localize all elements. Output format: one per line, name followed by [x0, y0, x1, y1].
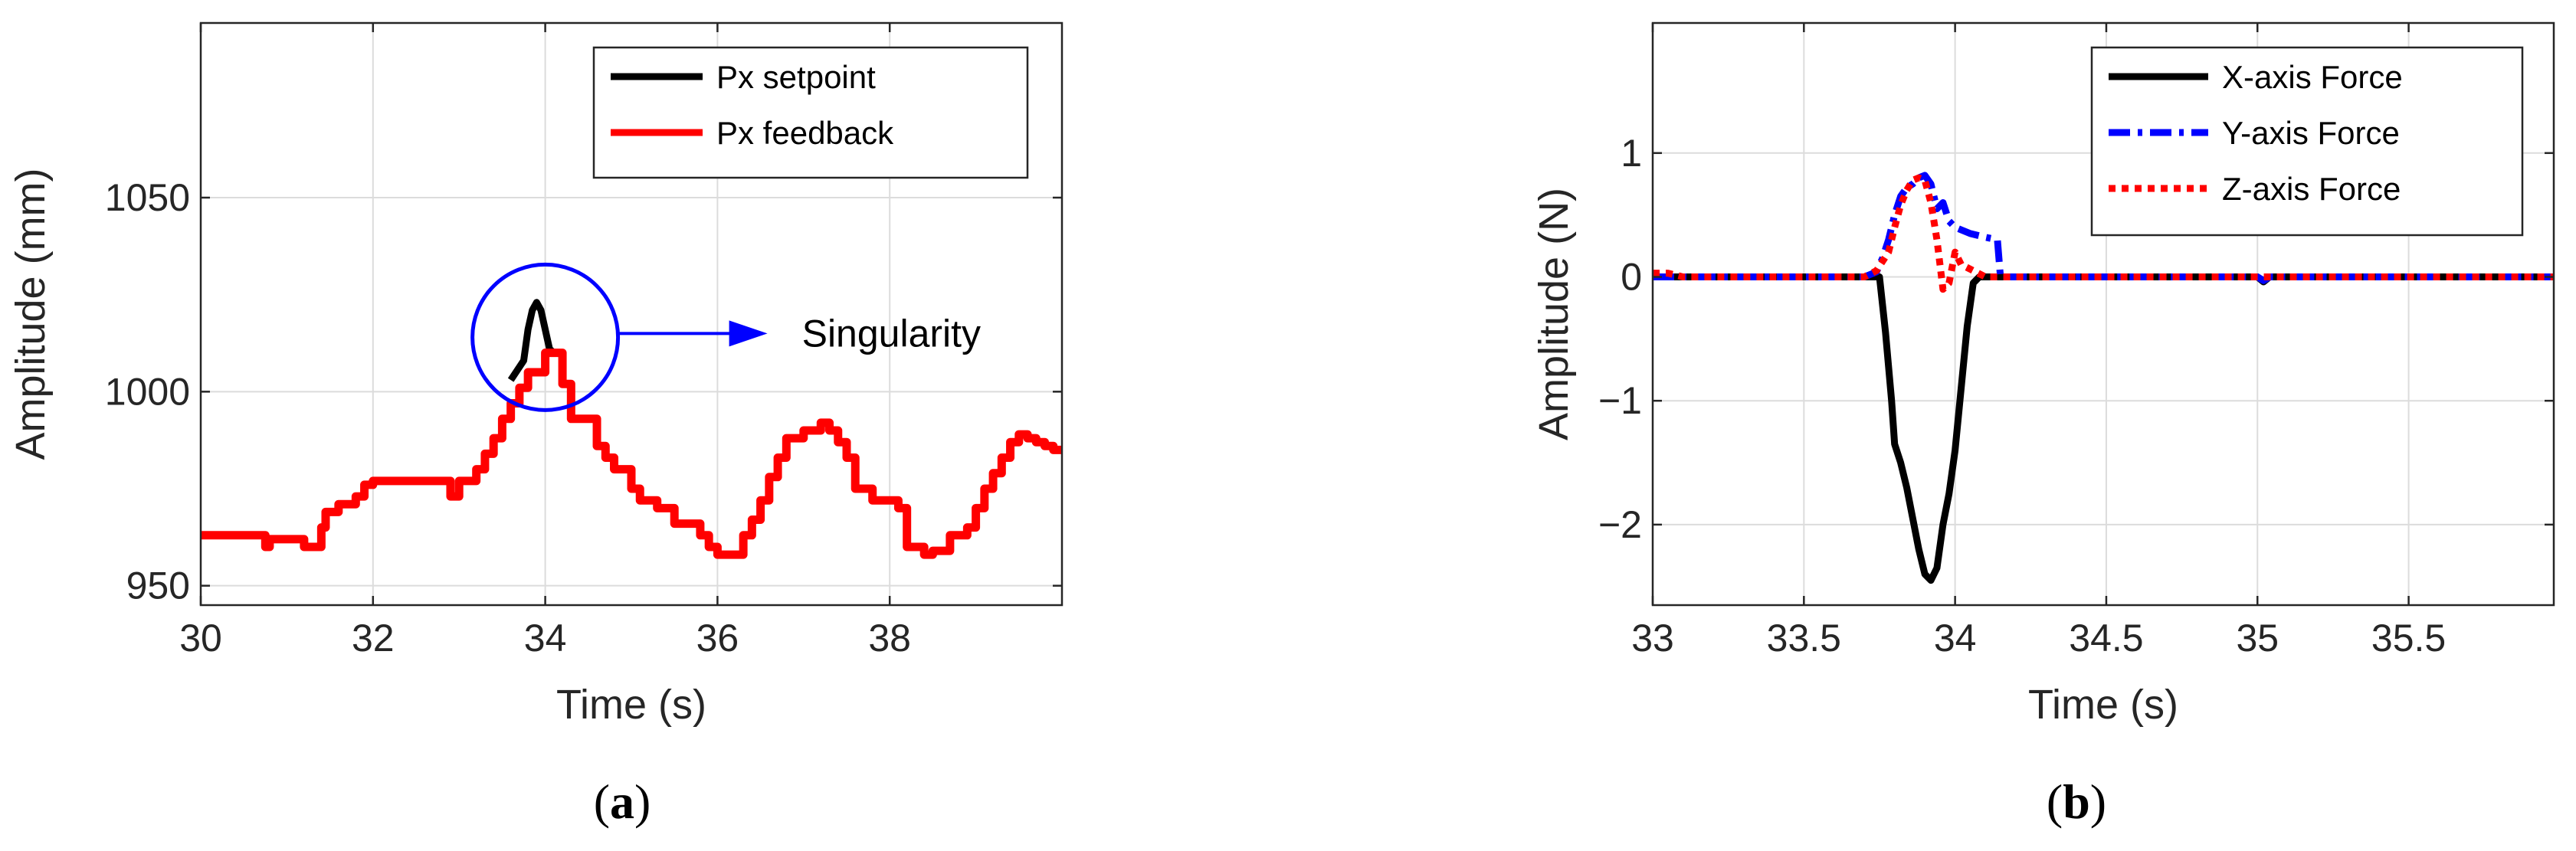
legend-label: Px setpoint: [716, 59, 876, 95]
panel-b-chart: 33 33.5 34 34.5 35 35.5 −2 −1 0 1 Time (s) Amplitud…: [1531, 21, 2555, 728]
x-axis-label: Time (s): [556, 682, 706, 728]
y-axis-label: Amplitude (mm): [8, 168, 54, 460]
series-line-px-feedback: [201, 349, 1062, 559]
y-tick-label: 950: [126, 565, 190, 607]
x-tick-label: 36: [696, 617, 739, 660]
y-tick-label: −1: [1598, 379, 1642, 422]
legend-label: Px feedback: [716, 115, 894, 151]
x-axis-label: Time (s): [2028, 682, 2178, 728]
series-line-y-axis-force: [1653, 172, 2554, 284]
x-tick-label: 35.5: [2371, 617, 2446, 660]
plot-frame: [1651, 21, 2555, 607]
y-tick-label: −2: [1598, 503, 1642, 546]
y-tick-label: 1000: [105, 370, 190, 413]
y-tick-label: 0: [1621, 255, 1642, 298]
legend-label: Y-axis Force: [2222, 115, 2400, 151]
x-tick-label: 33: [1631, 617, 1674, 660]
series-line-z-axis-force: [1653, 174, 2554, 293]
y-tick-label: 1050: [105, 176, 190, 219]
x-tick-label: 34: [524, 617, 567, 660]
y-tick-label: 1: [1621, 132, 1642, 175]
x-tick-label: 32: [352, 617, 395, 660]
x-tick-label: 34.5: [2069, 617, 2143, 660]
legend-box: [592, 46, 1029, 179]
singularity-circle: [470, 262, 621, 412]
panel-a-chart: 30 32 34 36 38 950 1000 1050 Time (s) Amplitude (…: [8, 21, 1064, 728]
series-line-x-axis-force: [1653, 273, 2554, 584]
x-tick-label: 30: [179, 617, 222, 660]
plot-frame: [199, 21, 1064, 607]
annotation-label: Singularity: [802, 312, 981, 355]
legend-label: X-axis Force: [2222, 59, 2403, 95]
annotation-arrow-head: [729, 320, 768, 347]
x-tick-label: 34: [1934, 617, 1977, 660]
legend-label: Z-axis Force: [2222, 171, 2401, 207]
y-axis-label: Amplitude (N): [1531, 188, 1577, 440]
x-tick-label: 35: [2236, 617, 2279, 660]
panel-b-label: (b): [2047, 774, 2106, 829]
panel-a-label: (a): [594, 774, 651, 829]
x-tick-label: 33.5: [1767, 617, 1841, 660]
x-tick-label: 38: [868, 617, 911, 660]
